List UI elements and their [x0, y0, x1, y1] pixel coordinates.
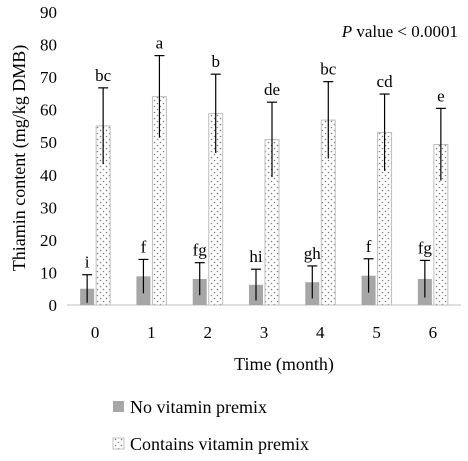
- legend-label-no-premix: No vitamin premix: [130, 397, 267, 417]
- significance-letter: fg: [418, 238, 433, 257]
- y-tick-label: 40: [40, 166, 57, 185]
- legend-swatch-no-premix: [113, 401, 124, 412]
- significance-letter: fg: [193, 241, 208, 260]
- y-axis-ticks: 0 10 20 30 40 50 60 70 80 90: [40, 3, 57, 315]
- p-value-symbol: P: [341, 22, 352, 41]
- legend-swatch-contains-premix: [112, 437, 125, 450]
- y-tick-label: 80: [40, 36, 57, 55]
- x-tick-label: 0: [91, 323, 100, 342]
- x-tick-label: 3: [260, 323, 269, 342]
- x-tick-label: 2: [203, 323, 212, 342]
- x-axis-ticks: 0 1 2 3 4 5 6: [91, 323, 437, 342]
- significance-letter: e: [437, 86, 445, 105]
- y-tick-label: 50: [40, 133, 57, 152]
- y-tick-label: 10: [40, 263, 57, 282]
- significance-letter: b: [211, 52, 220, 71]
- x-tick-label: 6: [429, 323, 438, 342]
- y-tick-label: 30: [40, 198, 57, 217]
- p-value-text: value < 0.0001: [352, 22, 458, 41]
- significance-letter: i: [85, 253, 90, 272]
- significance-letter: de: [264, 80, 280, 99]
- significance-letter: f: [366, 237, 372, 256]
- significance-letter: bc: [95, 66, 112, 85]
- significance-letter: hi: [249, 247, 263, 266]
- x-tick-label: 1: [147, 323, 156, 342]
- legend-label-contains-premix: Contains vitamin premix: [130, 434, 309, 454]
- significance-letter: gh: [304, 244, 322, 263]
- y-tick-label: 90: [40, 3, 57, 22]
- x-tick-label: 4: [316, 323, 325, 342]
- x-axis-title: Time (month): [234, 354, 334, 375]
- y-tick-label: 20: [40, 231, 57, 250]
- plot-area: i bc f a fg b hi de gh bc f cd fg e: [67, 34, 461, 306]
- x-tick-label: 5: [372, 323, 381, 342]
- legend: No vitamin premix Contains vitamin premi…: [112, 397, 309, 454]
- significance-letter: cd: [377, 72, 394, 91]
- y-tick-label: 70: [40, 68, 57, 87]
- significance-letter: f: [141, 237, 147, 256]
- y-tick-label: 0: [49, 296, 58, 315]
- p-value-annotation: P value < 0.0001: [341, 22, 458, 41]
- y-tick-label: 60: [40, 101, 57, 120]
- significance-letter: bc: [320, 60, 337, 79]
- significance-letter: a: [156, 34, 164, 53]
- y-axis-title: Thiamin content (mg/kg DMB): [9, 45, 30, 271]
